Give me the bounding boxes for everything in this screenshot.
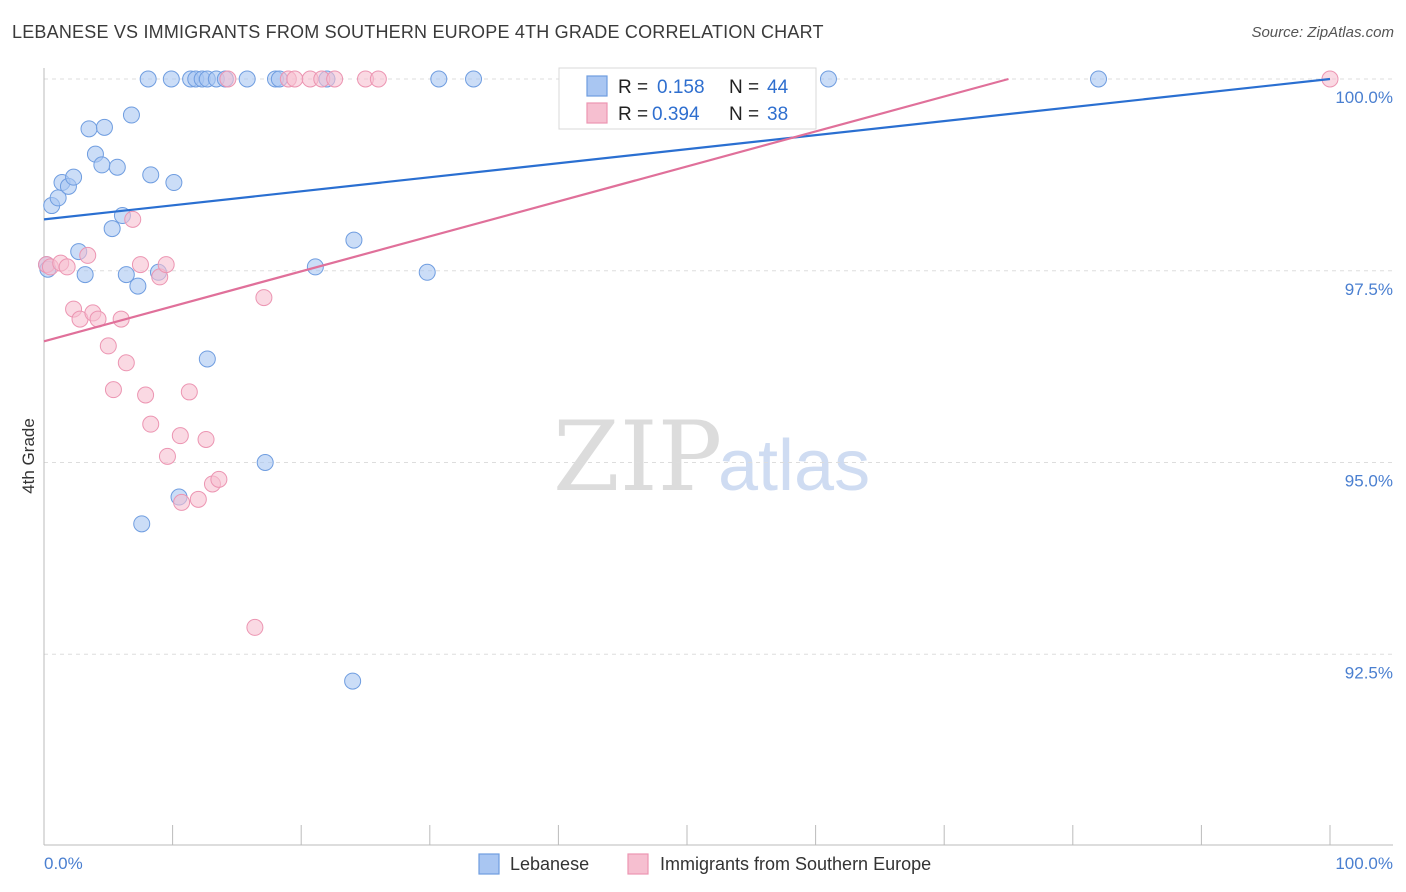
scatter-point [256,454,274,471]
scatter-point [157,256,175,274]
legend-n-value-southern-europe: 38 [767,104,788,125]
scatter-point [80,120,98,138]
scatter-point [103,220,121,238]
y-tick-label: 95.0% [1345,472,1393,491]
scatter-point [162,70,180,88]
scatter-point [326,70,344,88]
scatter-point [286,70,304,88]
bottom-legend: Lebanese Immigrants from Southern Europe [478,853,931,875]
y-tick-label: 92.5% [1345,663,1393,682]
scatter-point [117,354,135,372]
scatter-point [197,430,215,448]
scatter-point [210,470,228,488]
series-southern-europe-points [38,70,1339,636]
scatter-point [238,70,256,88]
scatter-point [58,258,76,276]
scatter-point [117,266,135,284]
scatter-point [137,386,155,404]
scatter-point [344,672,362,690]
scatter-point [65,168,83,186]
stats-legend: R = 0.158 N = 44 R = 0.394 N = 38 [558,67,817,130]
bottom-legend-swatch-southern-europe [627,853,649,875]
bottom-legend-swatch-lebanese [478,853,500,875]
trend-line-lebanese [43,77,1331,221]
legend-r-value-lebanese: 0.158 [657,77,705,98]
scatter-point [124,210,142,228]
scatter-point [219,70,237,88]
chart-title: LEBANESE VS IMMIGRANTS FROM SOUTHERN EUR… [12,22,824,42]
scatter-point [95,118,113,136]
scatter-point [198,350,216,368]
y-tick-label: 97.5% [1345,280,1393,299]
legend-swatch-lebanese [586,75,608,97]
x-axis-ticks [43,825,1331,845]
scatter-point [465,70,483,88]
scatter-point [165,174,183,192]
legend-swatch-southern-europe [586,102,608,124]
x-tick-label-max: 100.0% [1335,854,1393,873]
scatter-point [108,158,126,176]
scatter-point [173,493,191,511]
scatter-point [430,70,448,88]
legend-r-label-southern-europe: R = [618,104,648,125]
scatter-point [819,70,837,88]
watermark-zip: ZIP [553,401,722,513]
scatter-point [133,515,151,533]
trend-line-southern-europe [43,77,1009,343]
bottom-legend-label-lebanese: Lebanese [510,854,589,874]
scatter-point [122,106,140,124]
legend-r-value-southern-europe: 0.394 [652,104,700,125]
grid-lines [44,78,1393,655]
scatter-point [104,381,122,399]
legend-n-label-southern-europe: N = [729,104,759,125]
scatter-point [255,289,273,307]
scatter-point [142,166,160,184]
scatter-point [139,70,157,88]
scatter-point [171,427,189,445]
y-axis-label: 4th Grade [19,418,38,494]
scatter-point [142,415,160,433]
scatter-point [79,246,97,264]
bottom-legend-label-southern-europe: Immigrants from Southern Europe [660,854,931,874]
legend-n-label-lebanese: N = [729,77,759,98]
scatter-point [180,383,198,401]
legend-r-label-lebanese: R = [618,77,648,98]
scatter-point [129,277,147,295]
scatter-point [99,337,117,355]
scatter-point [1090,70,1108,88]
watermark: ZIP atlas [553,401,870,513]
scatter-point [131,256,149,274]
scatter-point [76,266,94,284]
scatter-point [93,156,111,174]
series-lebanese-points [38,70,1108,690]
y-axis-tick-labels: 100.0% 97.5% 95.0% 92.5% [1335,88,1393,682]
scatter-point [369,70,387,88]
source-credit: Source: ZipAtlas.com [1251,24,1394,41]
scatter-point [189,490,207,508]
legend-n-value-lebanese: 44 [767,77,789,98]
scatter-point [418,263,436,281]
scatter-point [345,231,363,249]
x-tick-label-min: 0.0% [44,854,83,873]
watermark-atlas: atlas [718,426,870,506]
scatter-point [246,618,264,636]
y-tick-label: 100.0% [1335,88,1393,107]
scatter-point [158,447,176,465]
